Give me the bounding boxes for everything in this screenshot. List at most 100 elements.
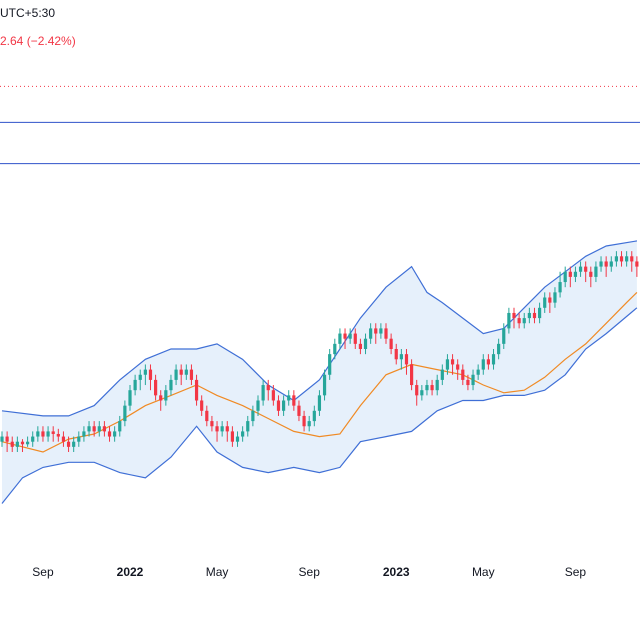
candle-body-5	[26, 441, 30, 445]
x-tick-label-0: Sep	[32, 565, 54, 579]
x-tick-label-6: Sep	[565, 565, 587, 579]
candle-body-121	[619, 256, 624, 262]
candle-body-53	[271, 390, 275, 401]
x-tick-label-3: Sep	[299, 565, 321, 579]
candle-body-13	[66, 441, 71, 447]
candle-body-34	[174, 369, 178, 380]
candle-body-123	[630, 256, 634, 262]
candle-body-118	[604, 261, 608, 267]
candle-body-103	[527, 312, 531, 319]
candle-body-43	[220, 426, 224, 432]
candle-body-80	[410, 364, 414, 386]
candle-body-124	[635, 261, 639, 267]
candle-body-0	[0, 436, 4, 442]
candle-body-18	[92, 426, 96, 432]
bollinger-band-fill	[2, 240, 637, 504]
candle-body-29	[148, 369, 153, 380]
candle-body-119	[609, 261, 613, 267]
candle-body-76	[389, 338, 393, 349]
candle-body-113	[578, 266, 583, 272]
candle-body-44	[225, 426, 229, 432]
candle-body-11	[56, 433, 60, 437]
candle-body-33	[169, 379, 173, 391]
candle-body-70	[358, 343, 362, 349]
candle-body-6	[31, 436, 35, 442]
candle-body-52	[266, 385, 270, 391]
candle-body-3	[15, 441, 19, 447]
candle-body-1	[5, 436, 9, 442]
candle-body-94	[481, 359, 485, 370]
timezone-label: UTC+5:30	[0, 6, 56, 20]
candle-body-85	[435, 379, 439, 391]
candle-body-64	[328, 354, 332, 375]
candle-body-67	[343, 333, 347, 339]
candle-body-45	[230, 431, 234, 442]
candle-body-24	[123, 405, 127, 422]
candle-body-7	[36, 431, 40, 437]
candle-body-19	[97, 426, 101, 432]
candle-body-91	[466, 379, 470, 386]
candle-body-95	[486, 359, 490, 365]
candle-body-105	[538, 307, 542, 319]
candle-body-73	[374, 328, 378, 334]
candle-body-62	[317, 395, 322, 411]
candle-body-2	[10, 441, 14, 447]
bollinger-lower-line	[1, 307, 638, 504]
candle-body-115	[589, 271, 593, 277]
candle-body-108	[553, 292, 557, 303]
candle-body-42	[215, 426, 219, 432]
candle-body-63	[322, 374, 327, 396]
candle-body-68	[348, 333, 352, 339]
candle-body-30	[154, 379, 158, 396]
candle-body-66	[338, 333, 342, 344]
candle-body-71	[363, 338, 368, 349]
candle-body-98	[502, 328, 506, 344]
candle-body-8	[41, 431, 45, 437]
candle-body-17	[87, 426, 91, 432]
x-tick-label-5: May	[472, 565, 495, 579]
candle-body-83	[425, 385, 429, 391]
candle-body-97	[497, 343, 501, 355]
candle-body-37	[189, 369, 194, 380]
candle-body-54	[276, 400, 281, 411]
candle-body-47	[241, 431, 245, 437]
candle-body-74	[379, 328, 383, 334]
candle-body-72	[369, 328, 373, 339]
candle-body-101	[517, 318, 521, 324]
candle-body-23	[118, 421, 122, 432]
candle-body-35	[179, 369, 183, 375]
candle-body-87	[445, 359, 450, 370]
candle-body-25	[128, 390, 132, 406]
candle-body-65	[333, 343, 337, 355]
candle-body-27	[138, 374, 142, 380]
candle-body-60	[307, 421, 311, 427]
candle-body-84	[430, 385, 434, 391]
candle-body-48	[246, 421, 250, 432]
candle-body-61	[312, 410, 316, 422]
candle-body-82	[420, 390, 424, 396]
candle-body-88	[450, 359, 455, 365]
candle-body-112	[573, 271, 578, 277]
candle-body-110	[563, 271, 567, 283]
candle-body-111	[568, 271, 572, 277]
candle-body-89	[456, 364, 460, 370]
candle-body-28	[143, 369, 147, 375]
candle-body-59	[302, 415, 306, 427]
candle-body-21	[107, 431, 112, 437]
candle-body-102	[522, 318, 526, 324]
candle-body-57	[292, 395, 296, 406]
candle-body-32	[164, 390, 168, 401]
candle-body-41	[210, 421, 214, 427]
candle-body-15	[77, 436, 81, 442]
candle-body-50	[256, 400, 260, 411]
candle-body-14	[72, 441, 76, 447]
candle-body-122	[625, 256, 629, 262]
x-tick-label-1: 2022	[117, 565, 144, 579]
candle-body-31	[159, 395, 163, 401]
x-tick-label-2: May	[206, 565, 229, 579]
candle-body-81	[415, 385, 419, 396]
candle-body-22	[113, 431, 117, 437]
candle-body-55	[282, 400, 286, 411]
candle-body-92	[471, 374, 475, 386]
